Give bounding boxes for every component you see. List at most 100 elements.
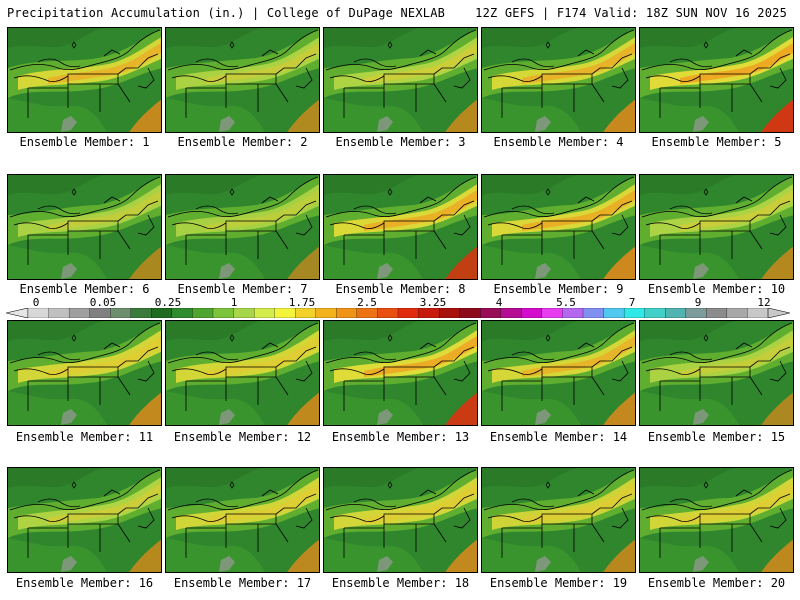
ensemble-member-map xyxy=(165,320,320,426)
colorbar-swatch xyxy=(480,308,502,318)
colorbar-tick-label: 7 xyxy=(628,296,636,309)
ensemble-member-caption: Ensemble Member: 15 xyxy=(638,430,795,444)
colorbar-swatch xyxy=(397,308,420,318)
ensemble-member-map xyxy=(323,174,478,280)
caption-prefix: Ensemble Member: xyxy=(647,576,771,590)
member-number: 18 xyxy=(454,576,470,590)
caption-prefix: Ensemble Member: xyxy=(173,576,297,590)
colorbar-swatch xyxy=(130,308,152,318)
caption-prefix: Ensemble Member: xyxy=(15,430,139,444)
member-number: 13 xyxy=(454,430,470,444)
colorbar-swatch xyxy=(726,308,749,318)
ensemble-member-caption: Ensemble Member: 10 xyxy=(638,282,795,296)
colorbar-swatch xyxy=(233,308,255,318)
member-number: 9 xyxy=(616,282,624,296)
ensemble-member-caption: Ensemble Member: 8 xyxy=(322,282,479,296)
colorbar-tick-label: 1.75 xyxy=(288,296,316,309)
colorbar-tick-label: 0 xyxy=(32,296,40,309)
ensemble-member-caption: Ensemble Member: 14 xyxy=(480,430,637,444)
colorbar-swatch xyxy=(274,308,296,318)
ensemble-member-caption: Ensemble Member: 13 xyxy=(322,430,479,444)
ensemble-member-map xyxy=(481,174,636,280)
caption-prefix: Ensemble Member: xyxy=(331,576,455,590)
colorbar-swatch xyxy=(171,308,194,318)
ensemble-member-map xyxy=(323,320,478,426)
ensemble-member-map xyxy=(7,467,162,573)
ensemble-member-map xyxy=(481,320,636,426)
colorbar xyxy=(6,308,790,318)
colorbar-tick-label: 9 xyxy=(694,296,702,309)
colorbar-swatch xyxy=(253,308,276,318)
caption-prefix: Ensemble Member: xyxy=(493,135,617,149)
caption-prefix: Ensemble Member: xyxy=(647,282,771,296)
colorbar-max-arrow xyxy=(767,308,790,318)
ensemble-member-map xyxy=(7,320,162,426)
ensemble-member-caption: Ensemble Member: 18 xyxy=(322,576,479,590)
run-valid-time: 12Z GEFS | F174 Valid: 18Z SUN NOV 16 20… xyxy=(475,6,787,20)
ensemble-member-caption: Ensemble Member: 5 xyxy=(638,135,795,149)
colorbar-swatch xyxy=(68,308,91,318)
colorbar-swatch xyxy=(356,308,379,318)
colorbar-swatch xyxy=(315,308,337,318)
caption-prefix: Ensemble Member: xyxy=(651,135,775,149)
colorbar-swatch xyxy=(500,308,522,318)
colorbar-swatch xyxy=(665,308,687,318)
member-number: 8 xyxy=(458,282,466,296)
colorbar-tick-label: 12 xyxy=(757,296,771,309)
ensemble-member-map xyxy=(323,467,478,573)
colorbar-tick-label: 1 xyxy=(230,296,238,309)
caption-prefix: Ensemble Member: xyxy=(173,430,297,444)
member-number: 20 xyxy=(770,576,786,590)
ensemble-member-map xyxy=(639,467,794,573)
member-number: 2 xyxy=(300,135,308,149)
member-number: 5 xyxy=(774,135,782,149)
member-number: 11 xyxy=(138,430,154,444)
ensemble-member-map xyxy=(639,27,794,133)
colorbar-tick-label: 0.05 xyxy=(89,296,117,309)
colorbar-swatch xyxy=(521,308,543,318)
ensemble-member-caption: Ensemble Member: 3 xyxy=(322,135,479,149)
colorbar-swatch xyxy=(110,308,132,318)
ensemble-member-map xyxy=(639,320,794,426)
caption-prefix: Ensemble Member: xyxy=(15,576,139,590)
colorbar-swatch xyxy=(151,308,173,318)
colorbar-swatch xyxy=(644,308,666,318)
ensemble-member-caption: Ensemble Member: 20 xyxy=(638,576,795,590)
ensemble-member-caption: Ensemble Member: 16 xyxy=(6,576,163,590)
colorbar-swatch xyxy=(192,308,214,318)
ensemble-member-caption: Ensemble Member: 12 xyxy=(164,430,321,444)
caption-prefix: Ensemble Member: xyxy=(489,430,613,444)
member-number: 4 xyxy=(616,135,624,149)
colorbar-swatch xyxy=(48,308,70,318)
colorbar-swatch xyxy=(27,308,50,318)
caption-prefix: Ensemble Member: xyxy=(335,135,459,149)
member-number: 19 xyxy=(612,576,628,590)
colorbar-swatch xyxy=(212,308,235,318)
ensemble-member-caption: Ensemble Member: 9 xyxy=(480,282,637,296)
ensemble-member-map xyxy=(7,27,162,133)
caption-prefix: Ensemble Member: xyxy=(493,282,617,296)
colorbar-swatch xyxy=(582,308,605,318)
ensemble-member-caption: Ensemble Member: 6 xyxy=(6,282,163,296)
ensemble-member-map xyxy=(7,174,162,280)
member-number: 1 xyxy=(142,135,150,149)
caption-prefix: Ensemble Member: xyxy=(177,135,301,149)
ensemble-member-map xyxy=(165,174,320,280)
product-title: Precipitation Accumulation (in.) | Colle… xyxy=(7,6,446,20)
member-number: 17 xyxy=(296,576,312,590)
colorbar-tick-label: 2.5 xyxy=(357,296,377,309)
member-number: 15 xyxy=(770,430,786,444)
ensemble-member-caption: Ensemble Member: 2 xyxy=(164,135,321,149)
ensemble-member-map xyxy=(165,27,320,133)
caption-prefix: Ensemble Member: xyxy=(177,282,301,296)
colorbar-swatch xyxy=(603,308,625,318)
caption-prefix: Ensemble Member: xyxy=(489,576,613,590)
ensemble-member-map xyxy=(639,174,794,280)
colorbar-swatch xyxy=(685,308,707,318)
colorbar-tick-label: 0.25 xyxy=(154,296,182,309)
member-number: 3 xyxy=(458,135,466,149)
member-number: 10 xyxy=(770,282,786,296)
colorbar-swatch xyxy=(541,308,564,318)
ensemble-member-map xyxy=(481,27,636,133)
ensemble-member-caption: Ensemble Member: 19 xyxy=(480,576,637,590)
